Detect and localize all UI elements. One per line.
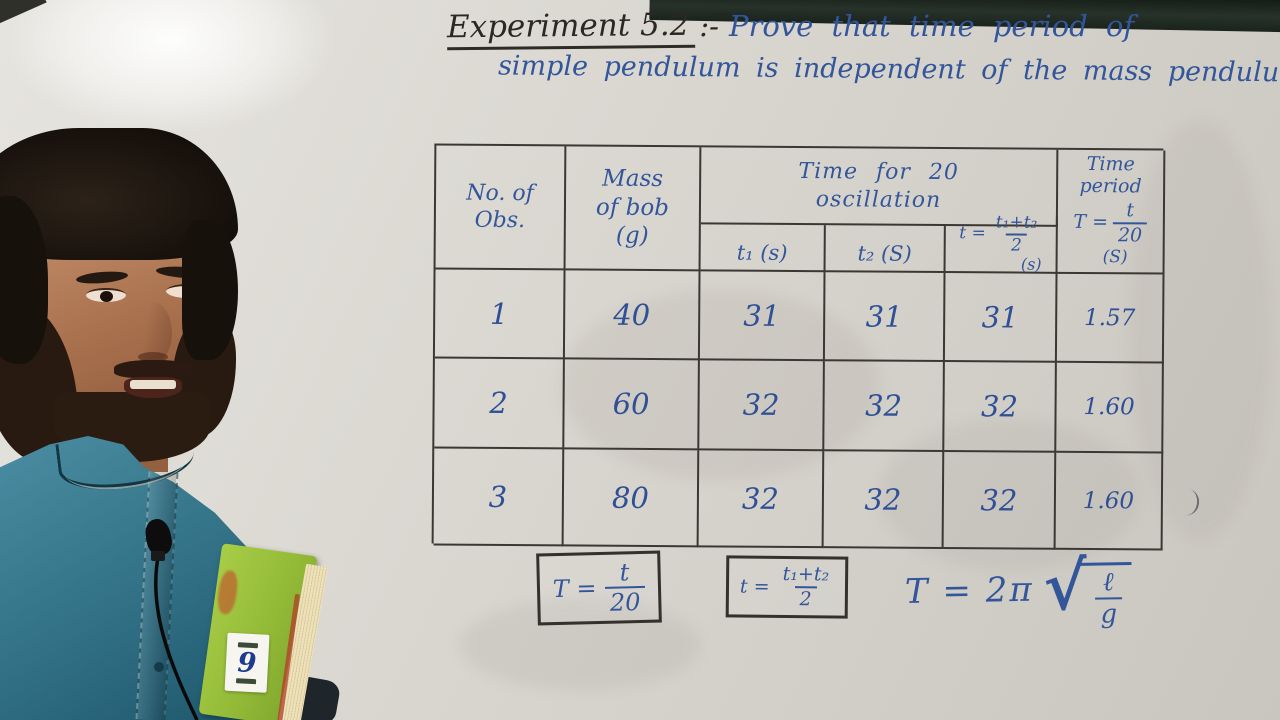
cell-obs-2: 2 <box>434 358 565 450</box>
cell-t1-3: 32 <box>698 450 825 549</box>
board-title: Experiment 5.2:- Prove that time period o… <box>446 6 1135 51</box>
formula-box-mean-time: t = t₁+t₂ 2 <box>725 555 849 619</box>
microphone-clip <box>151 551 165 561</box>
header-t-mean: t = t₁+t₂ 2 (s) <box>945 211 1058 274</box>
mic-cable <box>154 551 199 720</box>
presenter-eye <box>86 288 126 302</box>
cell-mass-3: 80 <box>563 449 700 548</box>
book-class-number: 9 <box>236 646 258 679</box>
t-mean-formula: t = t₁+t₂ 2 <box>959 211 1038 256</box>
header-time-period: Time period T = t 20 (S) <box>1057 149 1166 275</box>
board-smudge <box>880 420 1140 570</box>
cell-obs-1: 1 <box>434 269 566 360</box>
header-mass-of-bob: Mass of bob (g) <box>565 146 702 272</box>
book-cover-print <box>215 569 240 616</box>
shirt-button <box>154 662 164 672</box>
cell-t2-3: 32 <box>823 451 945 550</box>
title-statement-part1: Prove that time period of <box>728 9 1135 43</box>
presenter: 9 <box>0 0 400 720</box>
presenter-mustache <box>114 360 194 378</box>
board-smudge <box>560 290 880 480</box>
observation-table: No. of Obs. Mass of bob (g) Time for 20 … <box>431 143 1166 551</box>
cell-t1-1: 31 <box>699 271 826 362</box>
period-formula: T = t 20 <box>1073 199 1148 246</box>
book-label: 9 <box>224 632 270 693</box>
cell-period-1: 1.57 <box>1056 273 1165 364</box>
formula-box-period: T = t 20 <box>536 550 662 626</box>
board-smudge <box>460 600 700 690</box>
cell-mass-2: 60 <box>564 359 700 451</box>
experiment-label: Experiment 5.2 <box>446 6 696 51</box>
header-no-of-obs: No. of Obs. <box>435 145 567 271</box>
presenter-hair <box>182 220 238 360</box>
board-smudge <box>1130 120 1270 540</box>
label-print-bottom <box>235 677 257 684</box>
cell-t2-2: 32 <box>824 361 945 453</box>
cell-tavg-2: 32 <box>944 362 1057 453</box>
header-t1: t₁ (s) <box>700 224 826 273</box>
cell-t2-1: 31 <box>824 272 946 363</box>
cell-tavg-1: 31 <box>944 273 1058 363</box>
cell-t1-2: 32 <box>699 360 825 452</box>
presenter-teeth <box>130 380 176 389</box>
cell-mass-1: 40 <box>564 270 701 361</box>
cell-obs-3: 3 <box>433 448 565 547</box>
cell-tavg-3: 32 <box>943 452 1057 550</box>
presenter-mouth <box>124 377 182 398</box>
cell-period-3: 1.60 <box>1055 452 1164 551</box>
title-statement-part2: simple pendulum is independent of the ma… <box>497 50 1280 89</box>
cell-period-2: 1.60 <box>1056 362 1164 454</box>
title-separator: :- <box>699 9 719 43</box>
header-t2: t₂ (S) <box>825 225 946 274</box>
presenter-nostril <box>138 352 168 362</box>
